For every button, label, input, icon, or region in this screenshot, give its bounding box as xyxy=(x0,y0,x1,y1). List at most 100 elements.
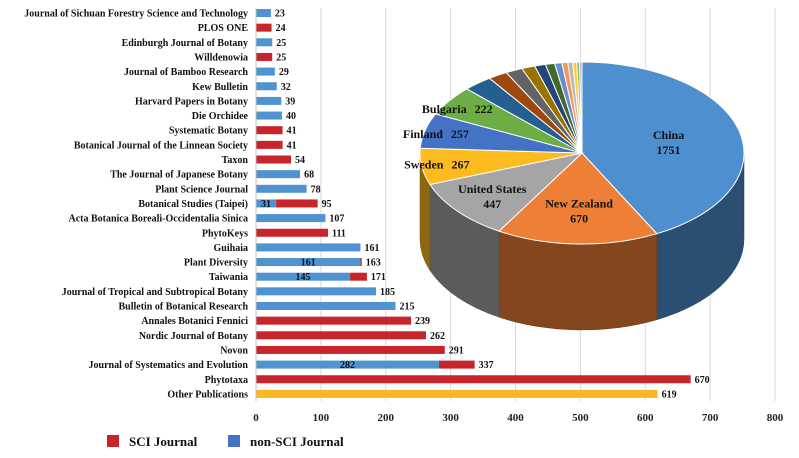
bar-total-label: 670 xyxy=(695,375,710,386)
bar-segment-other xyxy=(256,389,658,398)
category-label: Botanical Journal of the Linnean Society xyxy=(74,140,248,151)
category-label: Taxon xyxy=(222,155,249,166)
category-label: Other Publications xyxy=(167,389,248,400)
pie-top-face xyxy=(419,61,745,245)
bar-segment-sci-journal xyxy=(256,316,412,325)
bar-segment-non-sci-journal xyxy=(256,67,275,76)
bar-segment-sci-journal xyxy=(350,272,367,281)
pie-slice-value-china: 1751 xyxy=(657,143,681,157)
category-label: Willdenowia xyxy=(194,52,248,63)
bar-segment-sci-journal xyxy=(256,126,283,135)
category-label: Journal of Tropical and Subtropical Bota… xyxy=(62,287,248,298)
bar-total-label: 163 xyxy=(366,258,381,269)
pie-slice-name-china: China xyxy=(653,128,684,142)
bar-row: Botanical Studies (Taipei) 95 xyxy=(138,199,331,210)
category-label: Guihaia xyxy=(214,243,248,254)
bar-segment-non-sci-journal xyxy=(256,272,351,281)
x-tick-label: 100 xyxy=(313,412,330,424)
bar-inner-label: 145 xyxy=(296,272,311,283)
bar-segment-non-sci-journal xyxy=(256,82,277,91)
bar-segment-sci-journal xyxy=(256,375,691,384)
bar-segment-sci-journal xyxy=(256,331,426,340)
bar-total-label: 337 xyxy=(479,360,494,371)
category-label: Taiwania xyxy=(209,272,248,283)
bar-segment-non-sci-journal xyxy=(256,360,439,369)
pie-side-walls xyxy=(419,152,745,331)
pie-slice-value-finland: 257 xyxy=(451,127,469,141)
pie-slice-name-sweden: Sweden xyxy=(404,157,444,171)
category-label: Acta Botanica Boreali-Occidentalia Sinic… xyxy=(68,214,248,225)
bar-total-label: 185 xyxy=(380,287,395,298)
bar-row: Systematic Botany 41 xyxy=(169,126,297,137)
bar-row: Taxon 54 xyxy=(222,155,305,166)
bar-inner-label: 31 xyxy=(261,199,271,210)
bar-row: Plant Science Journal 78 xyxy=(155,184,320,195)
bar-row: The Journal of Japanese Botany 68 xyxy=(110,170,314,181)
legend-label-non-sci-journal: non-SCI Journal xyxy=(250,434,344,449)
x-tick-label: 800 xyxy=(767,412,784,424)
category-label: Kew Bulletin xyxy=(192,82,248,93)
bar-segment-non-sci-journal xyxy=(256,258,361,267)
bar-total-label: 25 xyxy=(276,52,286,63)
pie-slice-name-bulgaria: Bulgaria xyxy=(422,102,467,116)
pie-slice-china xyxy=(581,61,745,235)
bar-total-label: 239 xyxy=(415,316,430,327)
bar-segment-sci-journal xyxy=(256,155,292,164)
bar-segment-sci-journal xyxy=(360,258,362,267)
pie-slice-name-finland: Finland xyxy=(403,127,443,141)
bar-row: Bulletin of Botanical Research 215 xyxy=(118,302,414,313)
bar-segment-non-sci-journal xyxy=(256,287,377,296)
bar-total-label: 619 xyxy=(662,389,677,400)
bar-segment-sci-journal xyxy=(256,345,445,354)
x-tick-label: 600 xyxy=(637,412,654,424)
legend-label-sci-journal: SCI Journal xyxy=(129,434,198,449)
bar-row: Edinburgh Journal of Botany 25 xyxy=(122,38,287,49)
x-axis: 0 100 200 300 400 500 600 700 800 xyxy=(253,8,784,424)
bar-segment-non-sci-journal xyxy=(256,9,271,17)
bar-segment-non-sci-journal xyxy=(256,199,277,208)
bar-segment-sci-journal xyxy=(438,360,475,369)
bar-segment-sci-journal xyxy=(256,52,273,61)
x-tick-label: 500 xyxy=(572,412,589,424)
bar-row: Novon 291 xyxy=(220,345,464,356)
bar-row: Botanical Journal of the Linnean Society… xyxy=(74,140,297,151)
bar-total-label: 41 xyxy=(287,140,297,151)
bar-total-label: 161 xyxy=(364,243,379,254)
category-label: Journal of Bamboo Research xyxy=(124,67,248,78)
bar-row: Acta Botanica Boreali-Occidentalia Sinic… xyxy=(68,214,344,225)
bar-segment-non-sci-journal xyxy=(256,38,273,47)
category-label: Botanical Studies (Taipei) xyxy=(138,199,248,210)
bar-total-label: 171 xyxy=(371,272,386,283)
bar-inner-label: 282 xyxy=(340,360,355,371)
category-label: Edinburgh Journal of Botany xyxy=(122,38,248,49)
pie-slice-value-sweden: 267 xyxy=(451,157,469,171)
x-tick-label: 0 xyxy=(253,412,259,424)
bar-row: Harvard Papers in Botany 39 xyxy=(135,96,295,107)
bar-segment-sci-journal xyxy=(256,23,272,32)
bar-segment-non-sci-journal xyxy=(256,214,326,223)
bar-row: PLOS ONE 24 xyxy=(198,23,286,34)
bar-segment-non-sci-journal xyxy=(256,170,301,179)
bar-row: Journal of Systematics and Evolution 337 xyxy=(89,360,494,371)
bar-total-label: 29 xyxy=(279,67,289,78)
x-tick-label: 400 xyxy=(507,412,524,424)
bar-total-label: 39 xyxy=(285,96,295,107)
bar-row: Die Orchidee 40 xyxy=(192,111,296,122)
bar-row: Willdenowia 25 xyxy=(194,52,286,63)
bar-segment-sci-journal xyxy=(256,140,283,149)
bar-row: Other Publications 619 xyxy=(167,389,676,400)
bar-segment-sci-journal xyxy=(256,228,329,237)
bar-row: Taiwania 171 xyxy=(209,272,386,283)
bar-inner-label: 161 xyxy=(301,258,316,269)
category-label: Phytotaxa xyxy=(205,375,248,386)
bar-total-label: 262 xyxy=(430,331,445,342)
bar-row: Phytotaxa 670 xyxy=(205,375,710,386)
bar-segment-non-sci-journal xyxy=(256,243,361,252)
bar-segment-non-sci-journal xyxy=(256,184,307,193)
legend-swatch-non-sci-journal xyxy=(228,435,240,447)
category-label: PLOS ONE xyxy=(198,23,249,34)
x-tick-label: 700 xyxy=(702,412,719,424)
